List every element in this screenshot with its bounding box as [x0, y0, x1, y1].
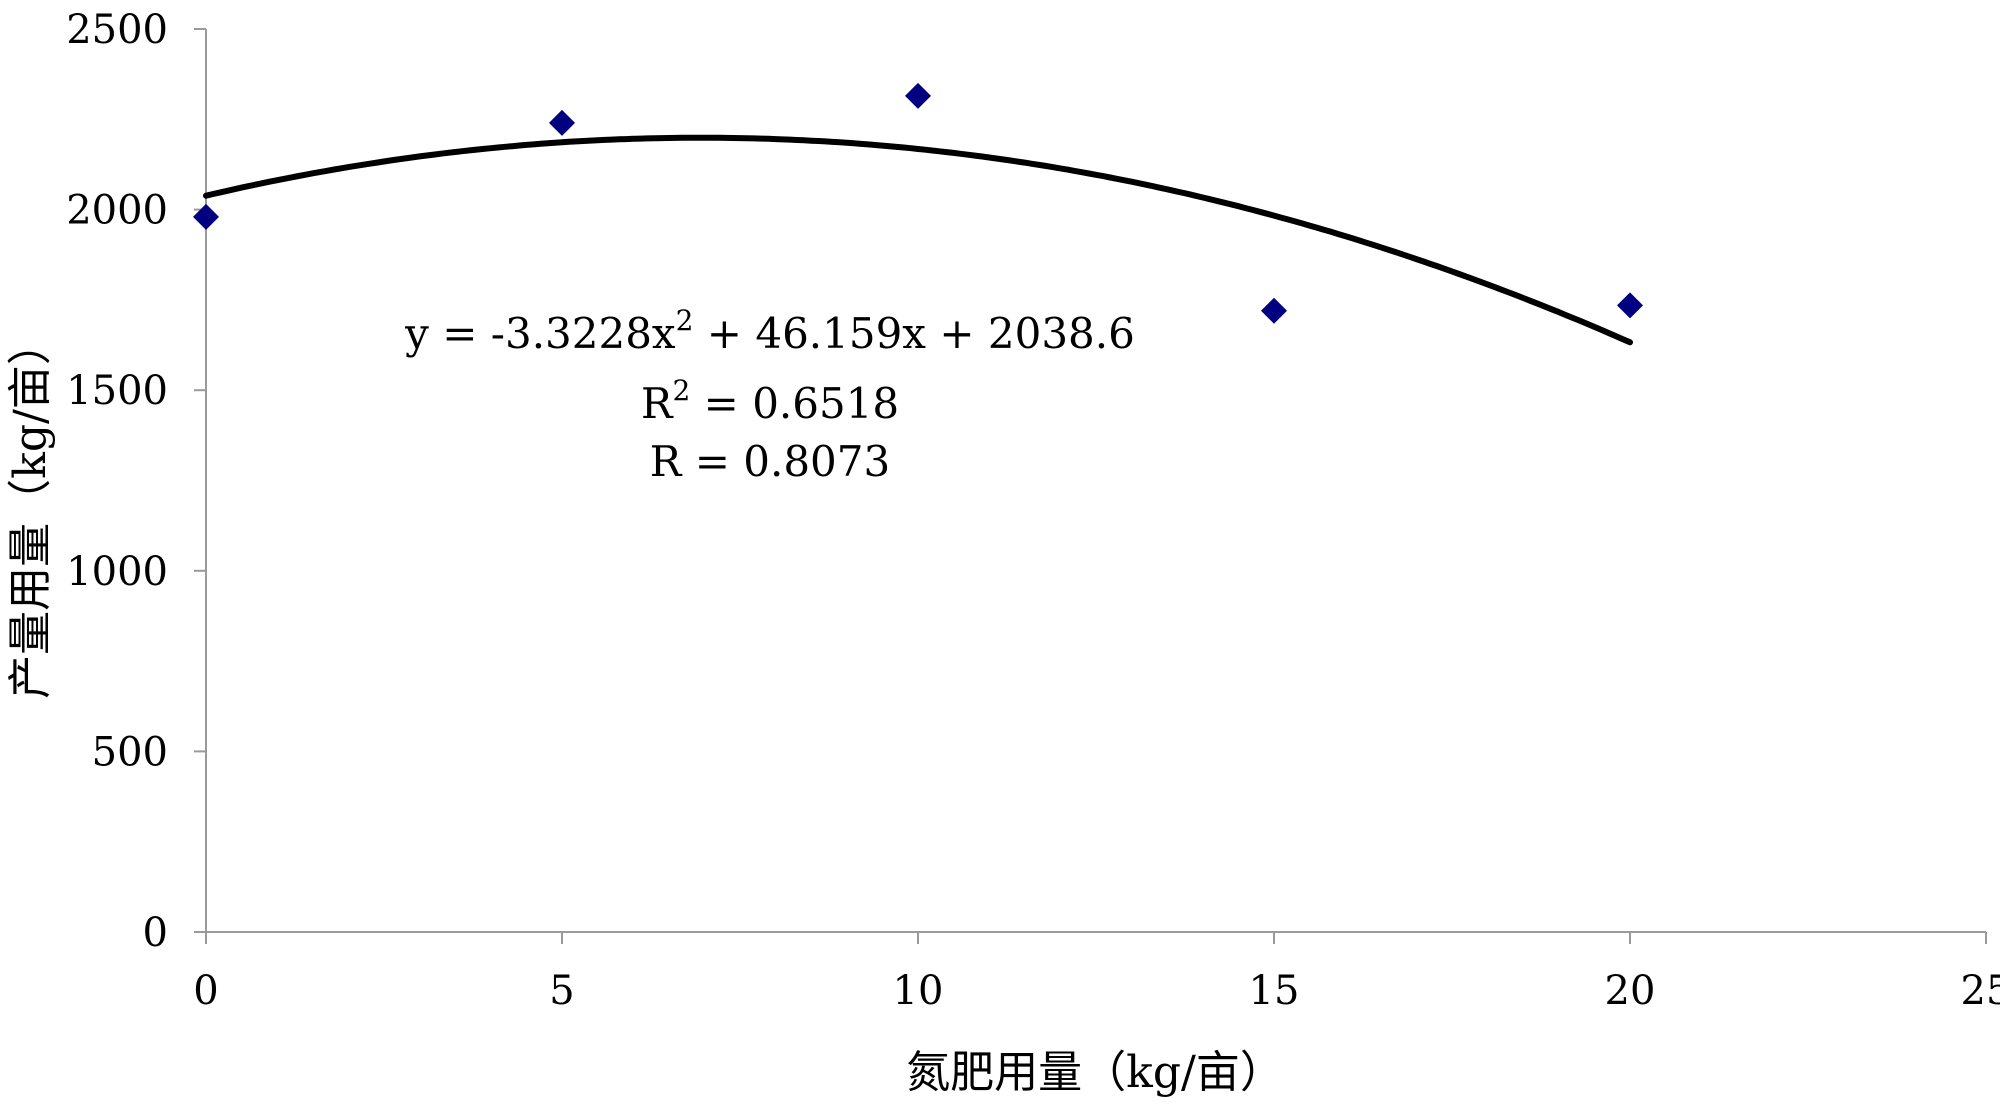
x-tick-label: 10: [893, 968, 944, 1014]
r-squared-label: R2 = 0.6518: [641, 374, 899, 428]
ticks: 0 500 1000 1500 2000 2500 0 5 10 15 20 25: [66, 7, 2000, 1014]
r-label: R = 0.8073: [650, 437, 890, 486]
r-squared-prefix: R: [641, 379, 674, 428]
x-tick-label: 5: [549, 968, 574, 1014]
y-tick-label: 2000: [66, 188, 168, 234]
equation-exponent: 2: [676, 304, 694, 337]
data-point: [905, 82, 931, 109]
x-tick-label: 15: [1249, 968, 1300, 1014]
x-axis-title: 氮肥用量（kg/亩）: [906, 1047, 1284, 1098]
y-tick-label: 1500: [66, 368, 168, 414]
r-squared-exponent: 2: [672, 374, 690, 407]
points-layer: [193, 82, 1643, 324]
data-point: [193, 203, 219, 230]
trendline-layer: [203, 134, 1633, 346]
y-tick-label: 2500: [66, 7, 168, 53]
y-axis-title: 产量用量（kg/亩）: [5, 321, 56, 699]
data-point: [549, 109, 575, 136]
trendline: [203, 134, 1633, 346]
equation-prefix: y = -3.3228x: [404, 309, 676, 358]
y-tick-label: 1000: [66, 549, 168, 595]
y-tick-label: 500: [92, 729, 168, 775]
y-tick-label: 0: [143, 910, 168, 956]
data-point: [1617, 292, 1643, 319]
x-tick-label: 25: [1961, 968, 2000, 1014]
x-tick-label: 20: [1605, 968, 1656, 1014]
trendline-equation: y = -3.3228x2 + 46.159x + 2038.6: [404, 304, 1135, 358]
data-point: [1261, 297, 1287, 324]
r-squared-suffix: = 0.6518: [690, 379, 899, 428]
x-tick-label: 0: [193, 968, 218, 1014]
equation-suffix: + 46.159x + 2038.6: [693, 309, 1134, 358]
axes: [205, 29, 1986, 933]
